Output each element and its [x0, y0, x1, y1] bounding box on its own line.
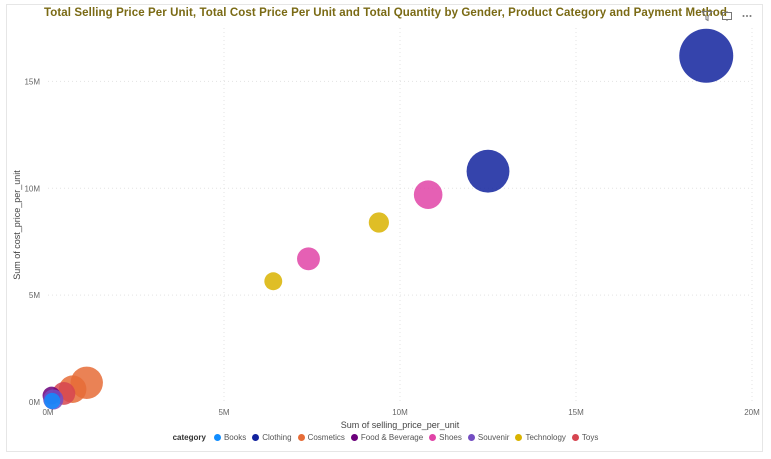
- y-tick-label: 0M: [29, 398, 40, 407]
- more-options-icon[interactable]: [741, 10, 753, 22]
- legend-marker: [213, 434, 221, 441]
- legend-marker: [252, 434, 260, 441]
- y-tick-label: 15M: [24, 77, 40, 86]
- legend-item[interactable]: Books: [213, 433, 247, 442]
- legend-label: Toys: [581, 433, 599, 442]
- legend-marker: [467, 434, 475, 441]
- legend: category Books Clothing Cosmetics Food & Be…: [0, 433, 771, 442]
- visual-header-icons: [701, 10, 753, 22]
- data-point-shoes[interactable]: [413, 180, 443, 209]
- legend-marker: [429, 434, 437, 441]
- y-axis-ticks: 0M 5M 10M 15M: [24, 77, 40, 407]
- legend-marker: [515, 434, 523, 441]
- x-tick-label: 10M: [392, 408, 408, 417]
- data-point-technology[interactable]: [264, 272, 283, 291]
- filter-icon[interactable]: [701, 10, 713, 22]
- y-tick-label: 5M: [29, 291, 40, 300]
- data-point-technology[interactable]: [368, 212, 389, 233]
- x-axis-ticks: 0M 5M 10M 15M 20M: [42, 408, 760, 417]
- grid-lines: [48, 28, 753, 402]
- data-point-clothing[interactable]: [466, 149, 510, 193]
- legend-item[interactable]: Toys: [571, 433, 599, 442]
- chart-title: Total Selling Price Per Unit, Total Cost…: [43, 7, 728, 19]
- x-tick-label: 20M: [744, 408, 760, 417]
- legend-label: Souvenir: [477, 433, 510, 442]
- legend-label: Food & Beverage: [360, 433, 424, 442]
- legend-marker: [297, 434, 305, 441]
- x-tick-label: 0M: [42, 408, 53, 417]
- legend-item[interactable]: Clothing: [252, 433, 292, 442]
- legend-title: category: [172, 433, 206, 442]
- legend-marker: [571, 434, 579, 441]
- legend-item[interactable]: Food & Beverage: [350, 433, 424, 442]
- data-point-shoes[interactable]: [297, 247, 320, 271]
- legend-item[interactable]: Cosmetics: [297, 433, 345, 442]
- x-tick-label: 15M: [568, 408, 584, 417]
- legend-label: Cosmetics: [307, 433, 345, 442]
- legend-marker: [350, 434, 358, 441]
- x-tick-label: 5M: [218, 408, 229, 417]
- data-points: [42, 28, 734, 410]
- x-axis-title: Sum of selling_price_per_unit: [341, 420, 460, 430]
- y-axis-title: Sum of cost_price_per_unit: [12, 170, 22, 280]
- data-point-books[interactable]: [44, 392, 61, 410]
- legend-item[interactable]: Technology: [515, 433, 566, 442]
- legend-label: Clothing: [262, 433, 292, 442]
- legend-item[interactable]: Shoes: [429, 433, 462, 442]
- legend-item[interactable]: Souvenir: [467, 433, 510, 442]
- legend-label: Shoes: [439, 433, 462, 442]
- y-tick-label: 10M: [24, 184, 40, 193]
- legend-label: Technology: [525, 433, 566, 442]
- legend-label: Books: [223, 433, 247, 442]
- focus-mode-icon[interactable]: [721, 10, 733, 22]
- data-point-clothing[interactable]: [679, 28, 734, 83]
